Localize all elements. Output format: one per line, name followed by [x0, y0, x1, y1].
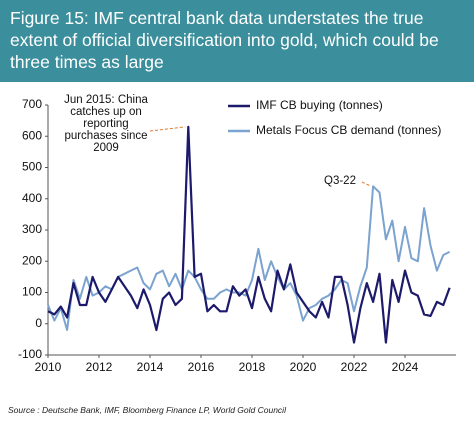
x-tick-label: 2014: [137, 360, 164, 374]
source-note: Source : Deutsche Bank, IMF, Bloomberg F…: [8, 405, 286, 415]
x-tick-label: 2012: [86, 360, 113, 374]
series-line: [47, 125, 451, 344]
y-tick-label: 300: [22, 222, 42, 236]
y-tick-label: 200: [22, 253, 42, 267]
y-tick-label: 0: [35, 316, 42, 330]
chart-title: Figure 15: IMF central bank data underst…: [0, 0, 474, 82]
y-tick-label: -100: [18, 347, 42, 361]
y-tick-label: 700: [22, 97, 42, 111]
annotation-leader: [149, 126, 186, 132]
legend-label: IMF CB buying (tonnes): [256, 98, 383, 112]
annotation-leader: [361, 181, 372, 187]
annotation: Q3-22: [324, 175, 356, 187]
x-tick-label: 2018: [239, 360, 266, 374]
y-tick-label: 500: [22, 160, 42, 174]
legend-label: Metals Focus CB demand (tonnes): [256, 123, 441, 137]
annotation: Jun 2015: China catches up on reporting …: [64, 94, 148, 154]
x-tick-label: 2016: [188, 360, 215, 374]
y-tick-label: 600: [22, 128, 42, 142]
x-tick-label: 2024: [392, 360, 419, 374]
y-tick-label: 400: [22, 191, 42, 205]
y-tick-label: 100: [22, 285, 42, 299]
x-tick-label: 2022: [341, 360, 368, 374]
x-tick-label: 2010: [35, 360, 62, 374]
x-tick-label: 2020: [290, 360, 317, 374]
